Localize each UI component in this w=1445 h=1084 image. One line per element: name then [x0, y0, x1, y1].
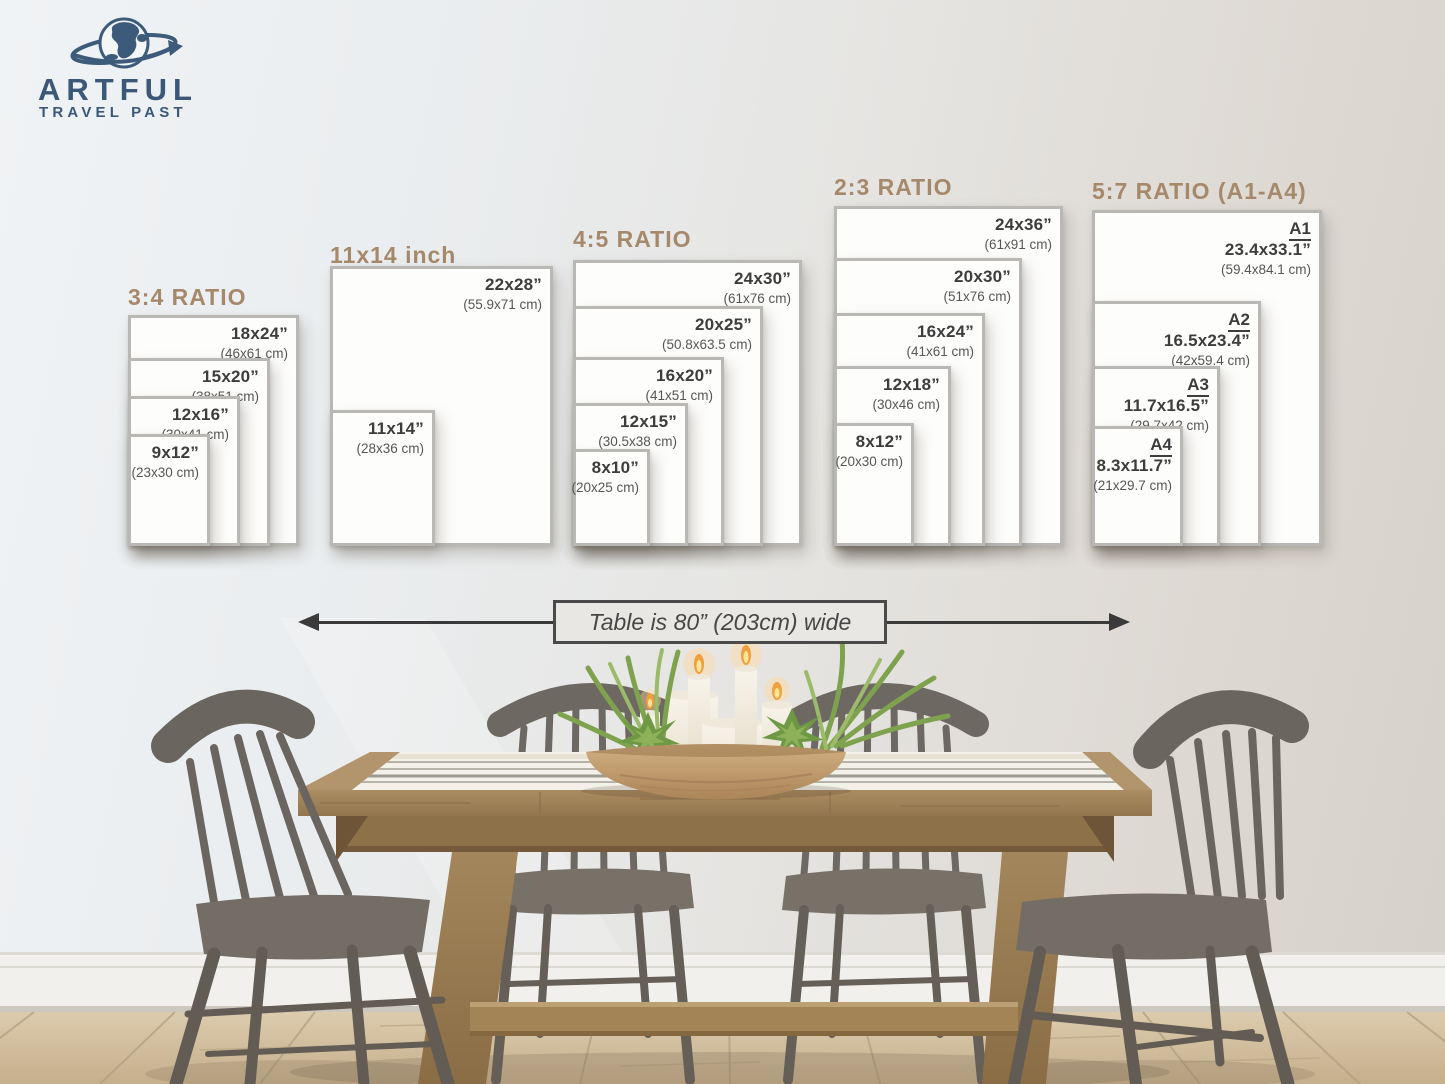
size-label: 12x15” (30.5x38 cm) [598, 412, 677, 449]
centerpiece [557, 637, 951, 800]
globe-orbit-icon [70, 17, 183, 69]
candle-flames [646, 645, 782, 709]
poster-frame: 8x10” (20x25 cm) [571, 449, 650, 546]
poster-frame: A4 8.3x11.7” (21x29.7 cm) [1092, 426, 1183, 546]
group-title: 3:4 RATIO [128, 284, 247, 310]
group-title: 2:3 RATIO [834, 174, 953, 200]
size-label: A1 23.4x33.1” (59.4x84.1 cm) [1220, 218, 1311, 277]
group-title: 11x14 inch [330, 242, 457, 268]
arrow-right-icon [1109, 613, 1130, 631]
size-label: 24x36” (61x91 cm) [984, 215, 1052, 252]
size-label: 20x30” (51x76 cm) [943, 267, 1011, 304]
baseboard [0, 952, 1445, 1012]
group-title: 4:5 RATIO [573, 226, 692, 252]
brand-name: ARTFUL [38, 72, 198, 107]
table-width-label: Table is 80” (203cm) wide [553, 600, 887, 644]
wooden-bowl [586, 744, 846, 800]
table-stretcher-beam [470, 1002, 1018, 1036]
brand-tagline: TRAVEL PAST [39, 104, 187, 121]
size-label: 11x14” (28x36 cm) [356, 419, 424, 456]
poster-frame: 11x14” (28x36 cm) [330, 410, 435, 546]
paper-name-label: A3 [1124, 374, 1209, 397]
chair-front-right [1008, 690, 1309, 1084]
size-label: 16x24” (41x61 cm) [906, 322, 974, 359]
size-label: 22x28” (55.9x71 cm) [463, 275, 542, 312]
size-label: A2 16.5x23.4” (42x59.4 cm) [1163, 309, 1250, 368]
size-label: 8x12” (20x30 cm) [835, 432, 903, 469]
poster-frame: 9x12” (23x30 cm) [128, 434, 210, 546]
size-label: A3 11.7x16.5”(29.7x42 cm) [1123, 374, 1209, 433]
chair-front-left [151, 689, 455, 1084]
size-label: 16x20” (41x51 cm) [645, 366, 713, 403]
size-label: A4 8.3x11.7” (21x29.7 cm) [1093, 434, 1172, 493]
group-title: 5:7 RATIO (A1-A4) [1092, 178, 1307, 204]
poster-frame: 8x12” (20x30 cm) [834, 423, 914, 546]
paper-name-label: A4 [1093, 434, 1172, 457]
size-label: 18x24” (46x61 cm) [220, 324, 288, 361]
size-label: 20x25” (50.8x63.5 cm) [661, 315, 752, 352]
paper-name-label: A2 [1164, 309, 1250, 332]
paper-name-label: A1 [1221, 218, 1311, 241]
size-label: 24x30” (61x76 cm) [723, 269, 791, 306]
size-label: 12x18” (30x46 cm) [872, 375, 940, 412]
plants [557, 637, 951, 764]
size-label: 8x10” (20x25 cm) [571, 458, 639, 495]
arrow-left-icon [298, 613, 319, 631]
size-label: 9x12” (23x30 cm) [131, 443, 199, 480]
